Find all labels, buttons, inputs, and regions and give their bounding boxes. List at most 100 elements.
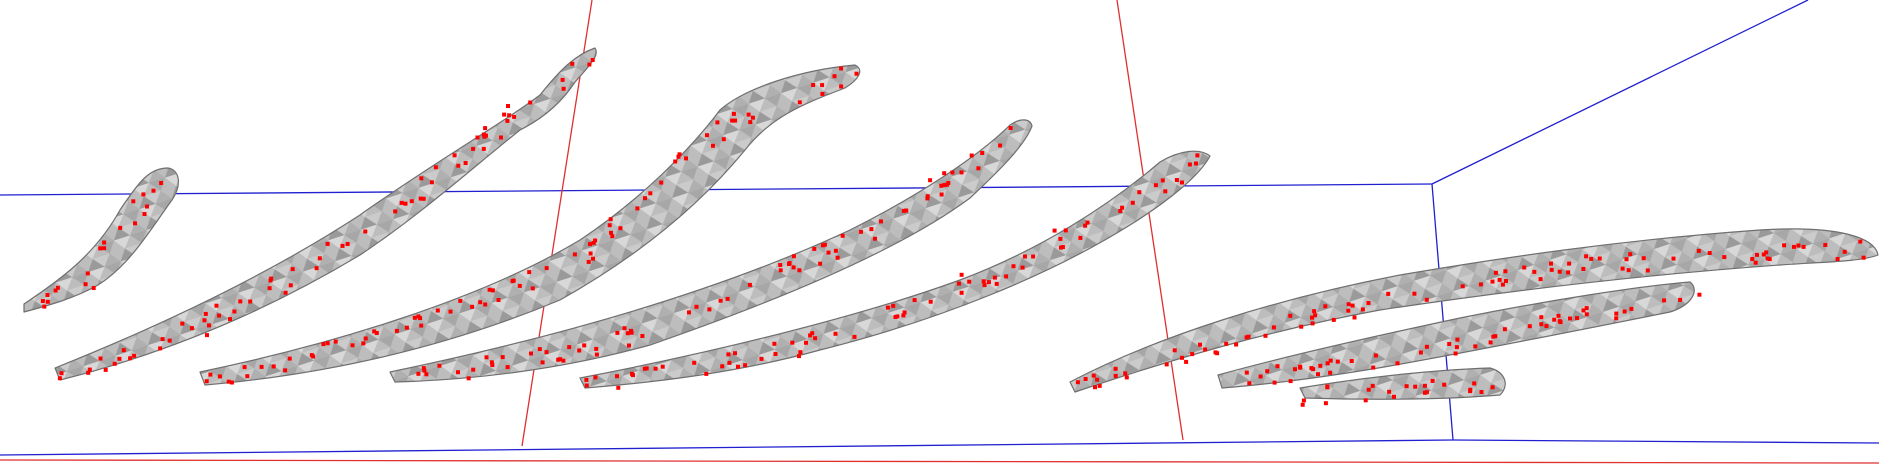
sample-point (590, 58, 595, 62)
sample-point (594, 352, 599, 357)
ridge-1[interactable] (23, 167, 179, 313)
sample-point (705, 133, 709, 138)
sample-point (117, 356, 122, 361)
sample-point (248, 299, 253, 304)
sample-point (333, 339, 338, 344)
ridge-5[interactable] (579, 150, 1211, 389)
sample-point (1247, 381, 1252, 386)
ridge-4[interactable] (389, 119, 1033, 383)
sample-point (594, 346, 599, 351)
sample-point (804, 340, 808, 345)
sample-point (505, 365, 510, 370)
sample-point (1455, 337, 1460, 342)
sample-point (1263, 333, 1268, 338)
sample-point (527, 270, 532, 275)
sample-point (561, 358, 566, 363)
sample-point (1331, 317, 1336, 322)
sample-point (242, 365, 247, 370)
sample-point (158, 346, 163, 351)
sample-point (873, 236, 877, 241)
sample-point (416, 314, 421, 319)
sample-point (85, 271, 90, 276)
sample-point (409, 199, 414, 204)
sample-point (238, 299, 243, 304)
sample-point (1120, 205, 1125, 210)
mesh-group (23, 47, 1879, 400)
sample-point (1187, 162, 1192, 167)
sample-point (1472, 381, 1477, 386)
sample-point (577, 348, 582, 353)
sample-point (1318, 363, 1323, 368)
sample-point (55, 285, 60, 290)
sample-point (1861, 255, 1866, 260)
sample-point (1387, 389, 1392, 394)
sample-point (895, 314, 900, 319)
sample-point (629, 330, 634, 335)
sample-point (393, 209, 398, 214)
sample-point (314, 266, 319, 271)
sample-point (1589, 256, 1594, 261)
sample-point (466, 376, 471, 381)
sample-point (232, 309, 237, 314)
sample-point (1174, 178, 1179, 182)
sample-point (103, 367, 108, 372)
sample-point (946, 181, 951, 185)
sample-point (635, 206, 640, 211)
sample-point (159, 181, 164, 185)
sample-point (283, 368, 288, 373)
sample-point (1085, 220, 1090, 225)
sample-point (374, 331, 379, 335)
sample-point (790, 340, 795, 345)
sample-point (361, 341, 366, 346)
sample-point (507, 113, 512, 118)
sample-point (1581, 267, 1586, 271)
sample-point (435, 308, 440, 313)
sample-point (271, 364, 276, 369)
sample-point (980, 151, 985, 155)
sample-point (1058, 236, 1063, 241)
sample-point (421, 196, 426, 201)
sample-point (490, 363, 495, 367)
sample-point (1422, 390, 1427, 395)
sample-point (1835, 257, 1840, 261)
sample-point (512, 114, 517, 119)
sample-point (820, 91, 825, 96)
sample-point (1113, 373, 1118, 378)
sample-point (372, 329, 377, 334)
ridge-6[interactable] (1069, 228, 1879, 393)
ridge-8[interactable] (1299, 367, 1506, 400)
sample-point (720, 364, 725, 369)
sample-point (1325, 361, 1330, 366)
sample-point (591, 240, 596, 245)
sample-point (499, 135, 503, 140)
sample-point (1335, 359, 1340, 364)
sample-point (1244, 370, 1249, 375)
sample-point (259, 364, 264, 369)
sample-point (505, 118, 510, 123)
sample-point (204, 379, 209, 384)
ridge-3[interactable] (199, 64, 861, 386)
sample-point (733, 118, 738, 123)
sample-point (1194, 161, 1198, 166)
sample-point (1323, 401, 1328, 406)
sample-point (1696, 248, 1701, 253)
sample-point (778, 263, 783, 267)
sample-point (1288, 379, 1293, 384)
sample-point (288, 283, 293, 288)
sample-point (584, 377, 589, 382)
sample-point (1349, 359, 1354, 363)
sample-point (832, 74, 837, 79)
sample-point (180, 321, 185, 326)
sample-point (1662, 298, 1667, 303)
sample-point (1413, 384, 1418, 389)
sample-point (998, 143, 1003, 148)
sample-point (748, 120, 753, 125)
sample-point (160, 337, 165, 342)
sample-point (363, 229, 368, 234)
sample-point (489, 360, 494, 365)
sample-point (217, 313, 221, 318)
sample-point (98, 356, 103, 361)
sample-point (1782, 243, 1787, 248)
